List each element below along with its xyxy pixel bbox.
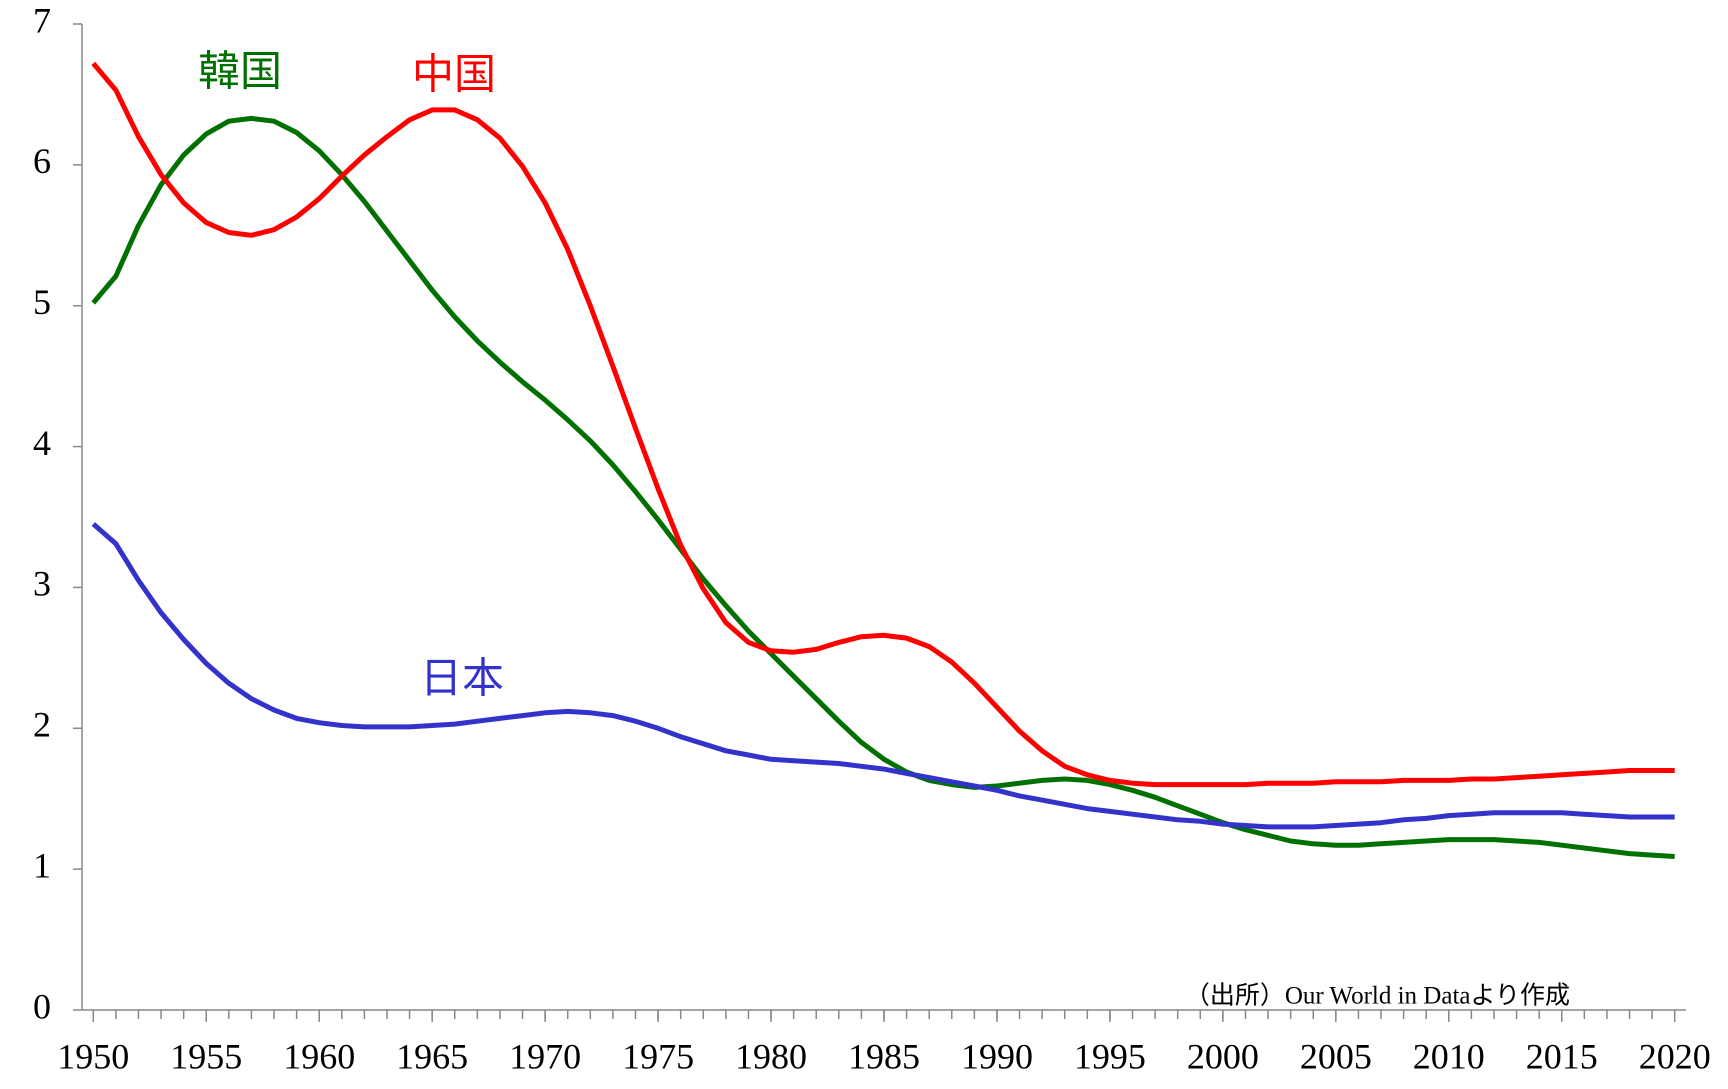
y-tick-label: 7 (33, 0, 51, 40)
x-tick-label: 1950 (57, 1036, 129, 1076)
x-tick-label: 2005 (1300, 1036, 1372, 1076)
y-tick-label: 2 (33, 705, 51, 745)
series-line (91, 522, 1675, 830)
y-tick-label: 5 (33, 282, 51, 322)
series-label: 中国 (412, 50, 496, 99)
x-tick-label: 1970 (509, 1036, 581, 1076)
x-tick-label: 1960 (283, 1036, 355, 1076)
x-tick-label: 1975 (622, 1036, 694, 1076)
x-tick-label: 1965 (396, 1036, 468, 1076)
x-tick-label: 1995 (1074, 1036, 1146, 1076)
series-label: 韓国 (198, 47, 282, 96)
x-tick-label: 2020 (1639, 1036, 1711, 1076)
x-tick-label: 1990 (961, 1036, 1033, 1076)
x-tick-label: 2015 (1526, 1036, 1598, 1076)
y-tick-label: 4 (33, 423, 51, 463)
x-tick-label: 1980 (735, 1036, 807, 1076)
y-tick-label: 0 (33, 986, 51, 1026)
y-tick-label: 1 (33, 845, 51, 885)
x-tick-label: 1985 (848, 1036, 920, 1076)
series-line (91, 61, 1675, 788)
x-tick-label: 1955 (170, 1036, 242, 1076)
y-tick-label: 6 (33, 141, 51, 181)
y-tick-label: 3 (33, 564, 51, 604)
x-tick-label: 2010 (1413, 1036, 1485, 1076)
series-label: 日本 (420, 654, 504, 703)
series-line (91, 115, 1675, 859)
x-tick-label: 2000 (1187, 1036, 1259, 1076)
source-note: （出所）Our World in Dataより作成 (1185, 982, 1570, 1010)
